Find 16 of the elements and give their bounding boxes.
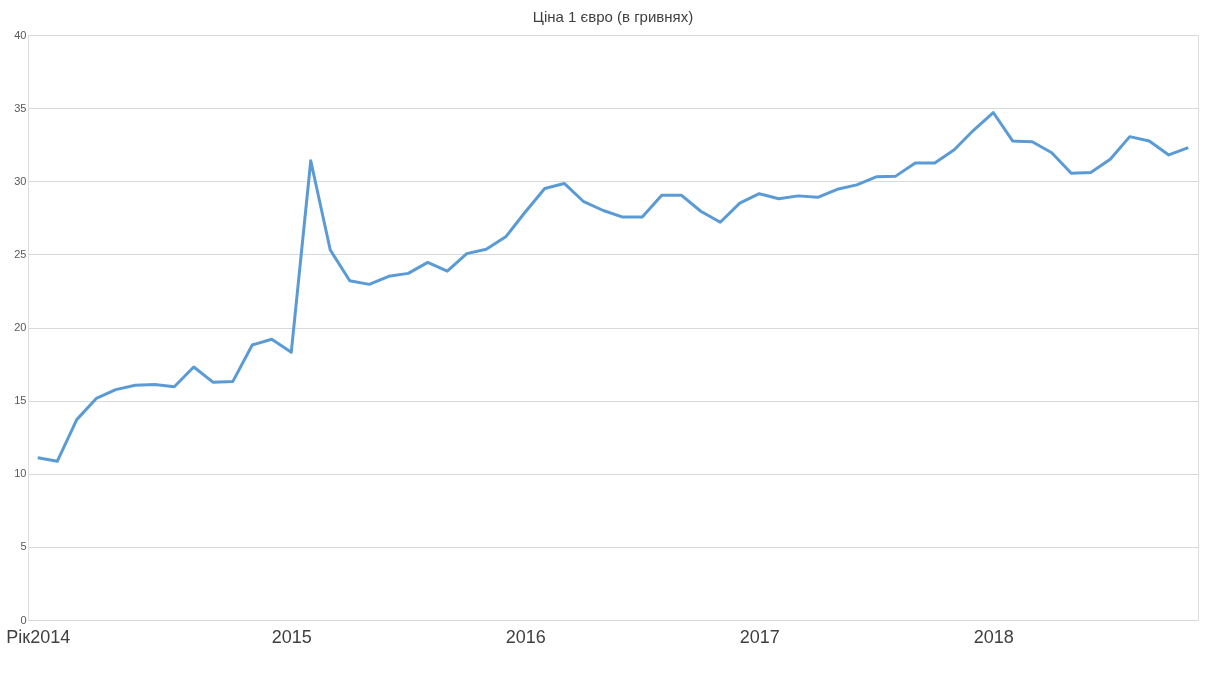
x-tick-label: 2017	[739, 626, 780, 647]
x-tick-label: 2016	[505, 626, 546, 647]
x-tick-label: 2018	[973, 626, 1014, 647]
y-tick-label: 25	[14, 247, 27, 260]
x-tick-label: 2015	[271, 626, 312, 647]
y-tick-label: 35	[14, 101, 27, 114]
y-tick-label: 30	[14, 174, 27, 187]
line-series	[36, 111, 1190, 463]
y-tick-label: 40	[14, 28, 27, 41]
y-tick-label: 0	[20, 613, 27, 626]
y-tick-label: 20	[14, 321, 27, 333]
y-tick-label: 10	[14, 467, 27, 480]
y-tick-label: 15	[14, 394, 27, 407]
chart-title: Ціна 1 євро (в гривнях)	[532, 8, 694, 25]
x-tick-label: Рік2014	[6, 626, 71, 647]
y-tick-label: 5	[20, 540, 27, 553]
